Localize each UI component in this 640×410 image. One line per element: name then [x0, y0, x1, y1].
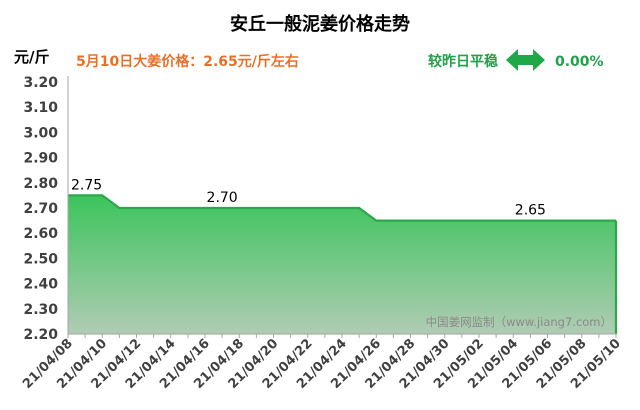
double-arrow-icon: [506, 49, 545, 71]
y-tick-label: 3.20: [23, 75, 58, 91]
y-tick-label: 2.90: [23, 151, 58, 167]
y-tick-label: 2.30: [23, 302, 58, 318]
chart-title: 安丘一般泥姜价格走势: [230, 13, 410, 35]
y-tick-label: 2.70: [23, 201, 58, 217]
y-tick-label: 3.10: [23, 100, 58, 116]
y-tick-label: 2.20: [23, 327, 58, 343]
x-axis-ticks: 21/04/0821/04/1021/04/1221/04/1421/04/16…: [20, 336, 624, 392]
plot-area: [68, 194, 618, 334]
y-tick-label: 2.80: [23, 176, 58, 192]
price-area: [68, 195, 616, 334]
price-line: [68, 194, 616, 222]
axes: [67, 76, 617, 338]
y-tick-label: 2.50: [23, 251, 58, 267]
data-label: 2.75: [71, 177, 102, 193]
y-tick-label: 2.40: [23, 277, 58, 293]
data-label: 2.70: [207, 190, 238, 206]
data-label: 2.65: [515, 203, 546, 219]
price-note: 5月10日大姜价格：2.65元/斤左右: [76, 53, 299, 70]
data-labels: 2.75 2.70 2.65: [71, 177, 546, 218]
change-value: 0.00%: [555, 54, 604, 70]
compare-label: 较昨日平稳: [428, 53, 498, 70]
y-tick-label: 3.00: [23, 125, 58, 141]
y-tick-label: 2.60: [23, 226, 58, 242]
unit-label: 元/斤: [14, 48, 49, 66]
watermark: 中国姜网监制（www.jiang7.com）: [426, 315, 612, 329]
y-axis-ticks: 3.20 3.10 3.00 2.90 2.80 2.70 2.60 2.50 2.40 2.30…: [23, 75, 58, 343]
